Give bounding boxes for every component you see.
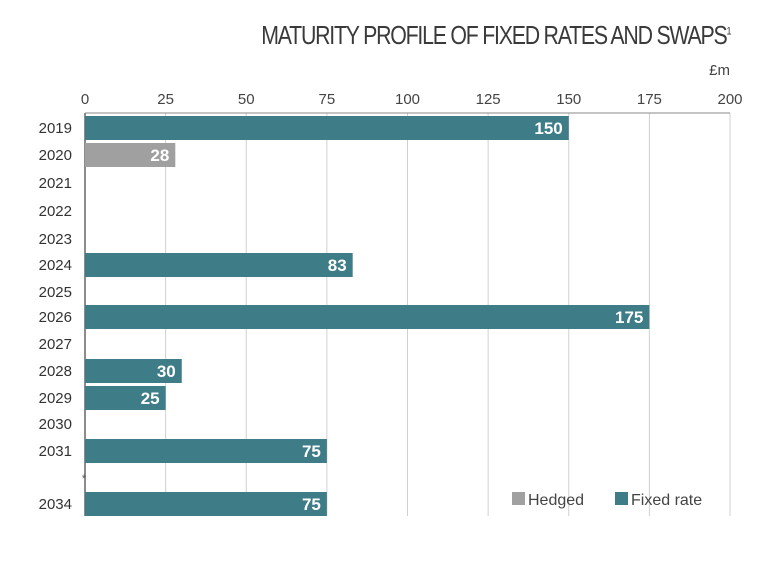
- unit-label: £m: [709, 62, 730, 79]
- y-category-label: 2019: [39, 120, 72, 137]
- y-category-label: 2020: [39, 147, 72, 164]
- axis-break-marker: *: [82, 473, 87, 485]
- bar: [85, 143, 176, 167]
- bar: [85, 305, 650, 329]
- data-label: 75: [302, 442, 321, 461]
- title-footnote: 1: [726, 25, 732, 38]
- bar: [85, 253, 353, 277]
- x-tick-label: 25: [157, 91, 174, 108]
- data-label: 83: [328, 256, 347, 275]
- legend-swatch-fixed-rate: [615, 492, 628, 505]
- x-tick-label: 175: [637, 91, 662, 108]
- bar: [85, 386, 166, 410]
- x-tick-label: 75: [319, 91, 336, 108]
- y-category-label: 2024: [39, 257, 72, 274]
- y-category-label: 2026: [39, 309, 72, 326]
- y-category-label: 2030: [39, 416, 72, 433]
- x-tick-label: 100: [395, 91, 420, 108]
- data-label: 75: [302, 495, 321, 514]
- chart-title: MATURITY PROFILE OF FIXED RATES AND SWAP…: [261, 20, 732, 50]
- bar: [85, 492, 327, 516]
- x-tick-label: 0: [81, 91, 89, 108]
- bar: [85, 116, 569, 140]
- bar: [85, 439, 327, 463]
- data-label: 30: [157, 362, 176, 381]
- x-tick-label: 125: [476, 91, 501, 108]
- legend-label-hedged: Hedged: [528, 492, 584, 509]
- y-category-label: 2023: [39, 231, 72, 248]
- y-category-label: 2027: [39, 336, 72, 353]
- x-tick-label: 200: [717, 91, 742, 108]
- x-tick-label: 150: [556, 91, 581, 108]
- y-category-label: 2031: [39, 443, 72, 460]
- data-label: 150: [534, 119, 562, 138]
- legend-swatch-hedged: [512, 492, 525, 505]
- y-category-label: 2022: [39, 203, 72, 220]
- bar: [85, 359, 182, 383]
- y-category-label: 2028: [39, 363, 72, 380]
- y-category-label: 2029: [39, 390, 72, 407]
- data-label: 28: [150, 146, 169, 165]
- x-tick-label: 50: [238, 91, 255, 108]
- legend-label-fixed-rate: Fixed rate: [631, 492, 702, 509]
- data-label: 175: [615, 308, 643, 327]
- y-category-label: 2025: [39, 284, 72, 301]
- y-category-label: 2021: [39, 175, 72, 192]
- data-label: 25: [141, 389, 160, 408]
- y-category-label: 2034: [39, 496, 72, 513]
